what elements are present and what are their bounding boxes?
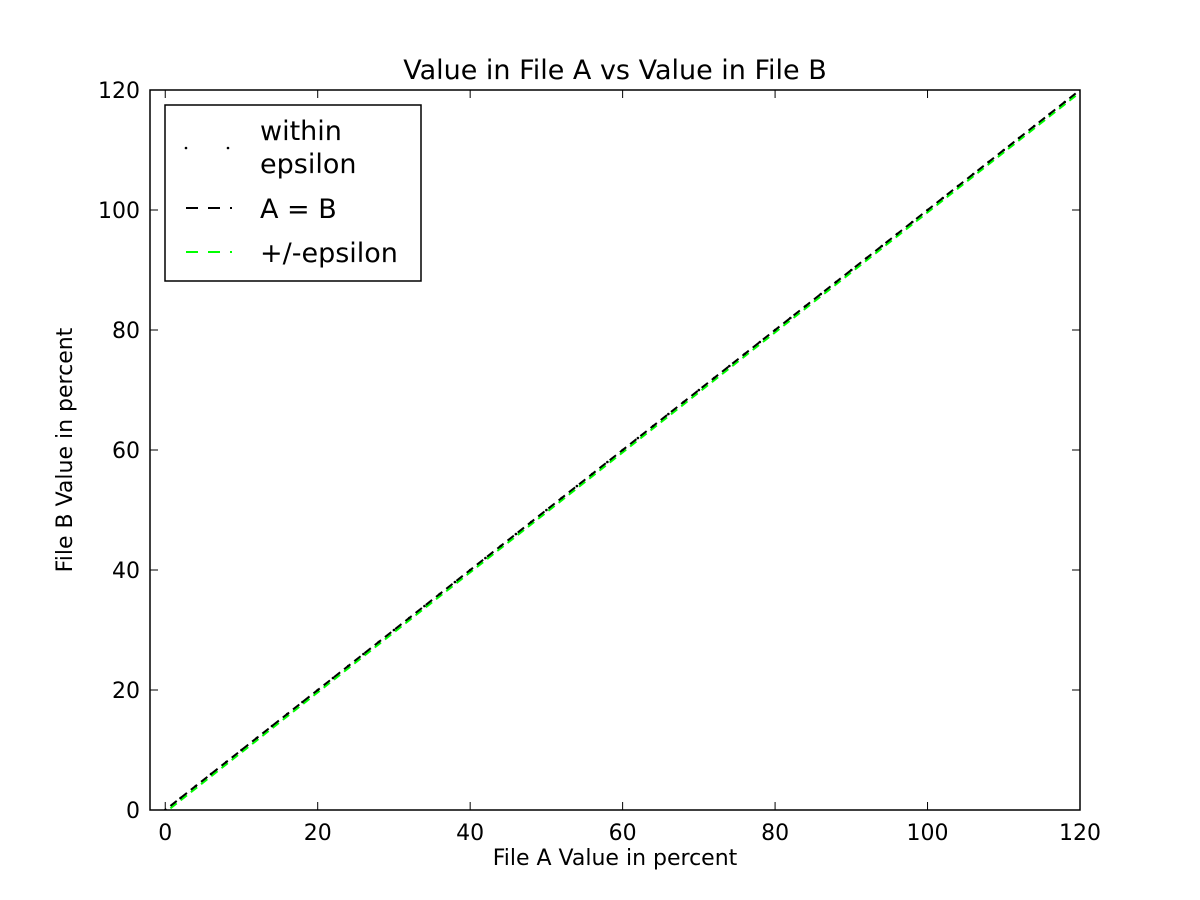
data-point: [499, 544, 502, 548]
data-point: [850, 268, 853, 272]
data-point: [255, 736, 259, 740]
data-point: [560, 496, 563, 500]
data-point: [285, 712, 289, 716]
data-point: [651, 424, 655, 428]
legend-label-epsilon: +/-epsilon: [260, 238, 398, 269]
data-point: [529, 520, 533, 524]
series-line--epsilon: [166, 91, 1080, 810]
data-point: [1063, 100, 1067, 104]
plot-area: [163, 90, 1080, 810]
x-tick-label: 60: [609, 821, 637, 846]
data-point: [667, 412, 670, 416]
data-point: [1017, 136, 1021, 140]
x-tick-label: 100: [907, 821, 949, 846]
legend-label-within-epsilon-line1: within: [260, 116, 342, 147]
data-point: [514, 532, 518, 536]
data-point: [789, 316, 792, 320]
series-line-a-b: [163, 90, 1080, 810]
data-point: [240, 748, 243, 752]
data-point: [636, 436, 640, 440]
y-tick-label: 100: [98, 199, 140, 224]
data-point: [926, 208, 929, 212]
data-point: [606, 460, 609, 464]
data-point: [423, 604, 426, 608]
data-point: [758, 340, 762, 344]
data-point: [804, 304, 807, 308]
y-tick-label: 20: [112, 679, 140, 704]
data-point: [773, 328, 777, 332]
data-point: [392, 628, 396, 632]
x-axis-title: File A Value in percent: [493, 846, 738, 871]
legend: within epsilon A = B +/-epsilon: [164, 104, 422, 282]
y-axis-title: File B Value in percent: [53, 327, 78, 572]
data-point: [697, 388, 701, 392]
data-point: [1002, 148, 1006, 152]
data-point: [910, 220, 914, 224]
y-tick-label: 60: [112, 439, 140, 464]
data-point: [346, 664, 350, 668]
data-point: [438, 592, 441, 596]
data-point: [316, 688, 320, 692]
data-point: [545, 508, 548, 512]
data-point: [1032, 124, 1036, 128]
y-tick-label: 120: [98, 79, 140, 104]
data-point: [956, 184, 960, 188]
axis-ticks: 0 20 40 60 80 100 120 0 20 40 60 80 100 120: [98, 79, 1101, 846]
legend-box: [164, 104, 422, 282]
data-point: [209, 772, 213, 776]
data-point: [941, 196, 945, 200]
data-point: [621, 448, 624, 452]
data-point: [880, 244, 884, 248]
data-point: [743, 352, 746, 356]
data-point: [1048, 112, 1051, 116]
data-point: [484, 556, 487, 560]
y-tick-label: 0: [126, 799, 140, 824]
legend-label-a-equals-b: A = B: [260, 194, 337, 225]
legend-marker-within-epsilon-2: [226, 146, 230, 150]
data-point: [179, 796, 182, 800]
x-tick-label: 20: [304, 821, 332, 846]
data-point: [971, 172, 975, 176]
data-point: [819, 292, 823, 296]
data-point: [682, 400, 685, 404]
x-tick-label: 0: [158, 821, 172, 846]
data-point: [331, 676, 335, 680]
data-point: [224, 760, 228, 764]
chart-title: Value in File A vs Value in File B: [403, 55, 827, 86]
data-point: [712, 376, 716, 380]
data-point: [590, 472, 594, 476]
data-point: [895, 232, 899, 236]
data-point: [987, 160, 990, 164]
y-tick-label: 40: [112, 559, 140, 584]
data-point: [453, 580, 457, 584]
y-tick-label: 80: [112, 319, 140, 344]
x-tick-label: 40: [456, 821, 484, 846]
data-point: [362, 652, 365, 656]
data-point: [377, 640, 380, 644]
data-point: [728, 364, 731, 368]
legend-marker-within-epsilon-1: [184, 146, 188, 150]
data-point: [270, 724, 274, 728]
data-point: [301, 700, 304, 704]
x-tick-label: 120: [1059, 821, 1101, 846]
data-point: [834, 280, 838, 284]
data-point: [575, 484, 579, 488]
data-point: [468, 568, 472, 572]
data-point: [194, 784, 198, 788]
data-point: [865, 256, 868, 260]
legend-label-within-epsilon-line2: epsilon: [260, 149, 356, 180]
data-point: [407, 616, 411, 620]
x-tick-label: 80: [761, 821, 789, 846]
